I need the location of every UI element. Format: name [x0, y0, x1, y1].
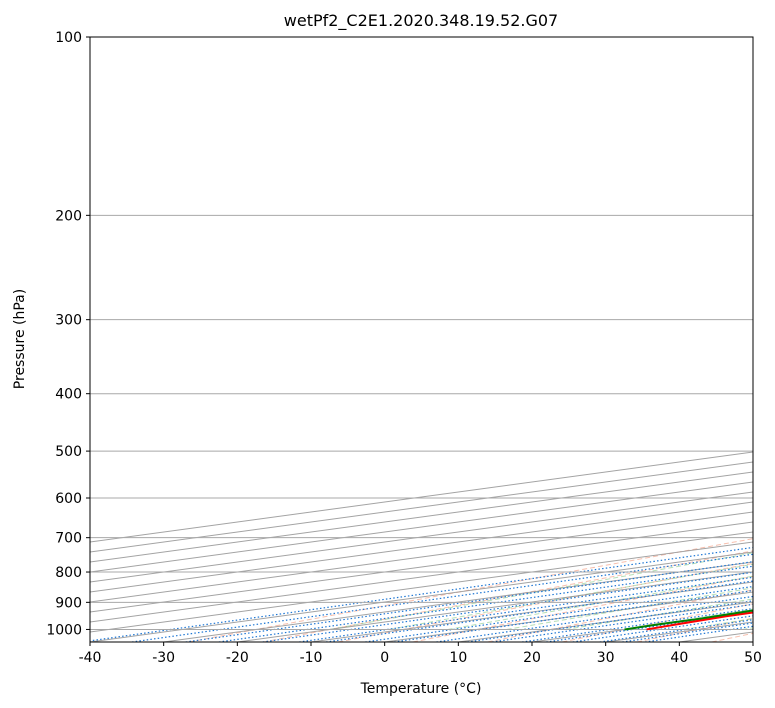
y-tick-label: 600: [55, 491, 82, 507]
x-tick-label: -40: [79, 650, 102, 666]
moist-adiabat-line: [388, 563, 753, 630]
isotherm-line: [90, 501, 753, 593]
y-axis-ticks: 100 200 300 400 500 600 700 800 900 1000: [46, 30, 90, 638]
isotherm-line: [310, 581, 753, 642]
mixing-ratio-line: [131, 553, 753, 642]
dry-adiabat-line: [636, 617, 753, 642]
dry-adiabat-line: [412, 575, 753, 642]
y-axis-label: Pressure (hPa): [12, 289, 28, 389]
moist-adiabat-line: [329, 552, 753, 630]
isotherm-line: [90, 481, 753, 573]
chart-title: wetPf2_C2E1.2020.348.19.52.G07: [284, 11, 558, 31]
moist-adiabat-line: [683, 618, 753, 630]
isotherm-line: [531, 611, 753, 642]
isotherm-line: [605, 621, 753, 642]
isotherm-line: [752, 641, 753, 642]
x-tick-label: 20: [523, 650, 541, 666]
x-tick-label: 40: [670, 650, 688, 666]
dry-adiabat-line: [188, 538, 753, 642]
x-tick-label: -30: [152, 650, 175, 666]
isotherm-line: [90, 521, 753, 613]
moist-adiabat-line: [506, 587, 753, 630]
background-guide-lines: [90, 451, 753, 642]
x-tick-label: -10: [300, 650, 323, 666]
x-tick-label: 50: [744, 650, 762, 666]
mixing-ratio-line: [572, 615, 753, 642]
y-tick-label: 800: [55, 565, 82, 581]
moist-adiabat-line: [565, 598, 753, 630]
isotherm-line: [90, 471, 753, 563]
moist-adiabat-line: [624, 608, 753, 630]
x-tick-label: 10: [449, 650, 467, 666]
mixing-ratio-line: [325, 580, 753, 642]
moist-adiabat-line: [742, 627, 753, 630]
dry-adiabat-line: [487, 589, 753, 642]
x-tick-label: 0: [380, 650, 389, 666]
x-axis-label: Temperature (°C): [360, 681, 482, 697]
x-axis-ticks: -40 -30 -20 -10 0 10 20 30 40 50: [79, 642, 762, 666]
x-tick-label: -20: [226, 650, 249, 666]
pressure-grid: [90, 37, 753, 630]
x-tick-label: 30: [597, 650, 615, 666]
isotherm-line: [384, 591, 753, 642]
y-tick-label: 900: [55, 595, 82, 611]
isotherm-line: [90, 491, 753, 583]
isotherm-line: [90, 551, 753, 642]
isotherm-line: [90, 511, 753, 603]
y-tick-label: 200: [55, 208, 82, 224]
dry-adiabat-line: [263, 550, 753, 642]
moist-adiabat-line: [447, 575, 753, 630]
isotherm-line: [90, 541, 753, 633]
isotherm-line: [90, 451, 753, 543]
profile-line-2: [624, 609, 753, 631]
profile-line-1: [646, 611, 753, 631]
y-tick-label: 400: [55, 387, 82, 403]
y-tick-label: 700: [55, 531, 82, 547]
y-tick-label: 300: [55, 313, 82, 329]
mixing-ratio-line: [262, 571, 753, 642]
plot-frame: [89, 36, 754, 643]
y-tick-label: 100: [55, 30, 82, 46]
mixing-ratio-line: [218, 565, 753, 642]
mixing-ratio-line: [90, 546, 753, 642]
series-layer: [624, 609, 753, 631]
isotherm-line: [90, 531, 753, 623]
y-tick-label: 1000: [46, 622, 82, 638]
isotherm-line: [90, 461, 753, 553]
y-tick-label: 500: [55, 444, 82, 460]
mixing-ratio-line: [394, 589, 753, 642]
mixing-ratio-line: [299, 576, 753, 642]
